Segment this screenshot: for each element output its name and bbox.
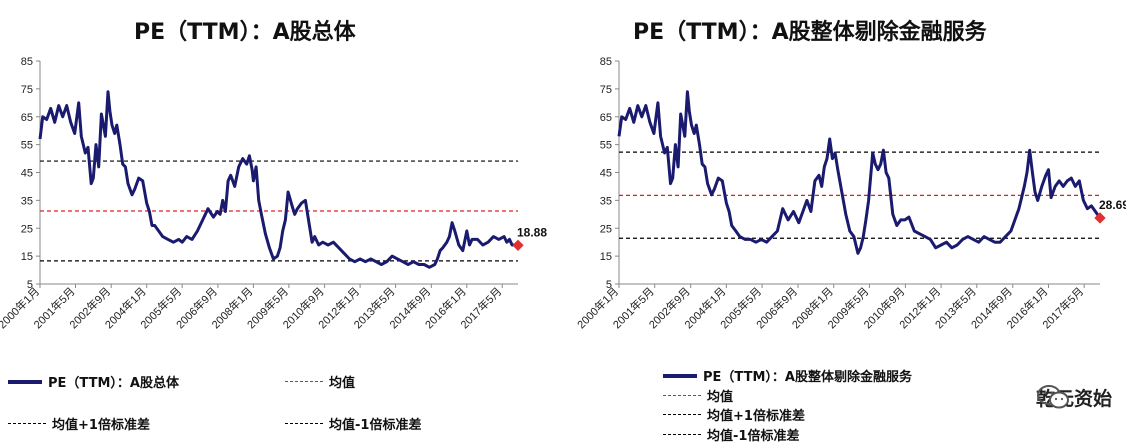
legend-swatch-red (285, 381, 323, 382)
chart-panel-right: PE（TTM）：A股整体剔除金融服务 85 75 65 55 45 35 25 15 5 2000… (563, 0, 1126, 447)
pe-chart-right: 857565554535251552000年1月2001年5月2002年9月20… (574, 56, 1126, 331)
legend-swatch-red (663, 395, 701, 396)
pe-series-line (617, 90, 1102, 255)
legend-label-mean: 均值 (329, 376, 356, 391)
legend-swatch-black (285, 423, 323, 424)
y-tick-label: 5 (606, 279, 612, 291)
y-tick-label: 85 (600, 56, 612, 68)
y-tick-label: 35 (600, 195, 612, 207)
last-value-marker (512, 239, 524, 251)
y-tick-label: 55 (21, 140, 33, 152)
legend-label-series: PE（TTM）：A股总体 (48, 376, 179, 391)
last-value-label: 18.88 (517, 225, 547, 239)
y-tick-label: 65 (600, 112, 612, 124)
y-tick-label: 75 (600, 84, 612, 96)
y-tick-label: 85 (21, 56, 33, 68)
chart-title-right: PE（TTM）：A股整体剔除金融服务 (633, 20, 987, 45)
legend-item-series: PE（TTM）：A股总体 (8, 372, 179, 391)
legend-label-upper: 均值+1倍标准差 (52, 418, 150, 433)
pe-chart-left: 857565554535251552000年1月2001年5月2002年9月20… (0, 56, 547, 331)
legend-label-lower: 均值-1倍标准差 (707, 429, 800, 444)
legend-label-series: PE（TTM）：A股整体剔除金融服务 (703, 370, 912, 385)
wechat-icon (1036, 385, 1069, 409)
y-tick-label: 15 (21, 251, 33, 263)
watermark: 乾元资始 (1036, 384, 1112, 411)
legend-item-lower: 均值-1倍标准差 (285, 414, 421, 433)
y-tick-label: 35 (21, 195, 33, 207)
legend-item-lower: 均值-1倍标准差 (663, 425, 799, 444)
legend-swatch-black (8, 423, 46, 424)
y-tick-label: 45 (21, 168, 33, 180)
legend-swatch-solid (8, 379, 42, 384)
y-tick-label: 65 (21, 112, 33, 124)
y-tick-label: 25 (21, 223, 33, 235)
legend-item-upper: 均值+1倍标准差 (663, 405, 805, 424)
legend-item-upper: 均值+1倍标准差 (8, 414, 150, 433)
legend-item-series: PE（TTM）：A股整体剔除金融服务 (663, 366, 912, 385)
legend-label-mean: 均值 (707, 390, 734, 405)
legend-label-lower: 均值-1倍标准差 (329, 418, 422, 433)
last-value-marker (1094, 212, 1106, 224)
legend-item-mean: 均值 (285, 372, 355, 391)
legend-item-mean: 均值 (663, 386, 733, 405)
pe-series-line (38, 90, 519, 269)
y-tick-label: 55 (600, 140, 612, 152)
y-tick-label: 25 (600, 223, 612, 235)
y-tick-label: 15 (600, 251, 612, 263)
legend-label-upper: 均值+1倍标准差 (707, 409, 805, 424)
y-tick-label: 75 (21, 84, 33, 96)
y-tick-label: 45 (600, 168, 612, 180)
chart-title-left: PE（TTM）：A股总体 (134, 20, 356, 45)
last-value-label: 28.69 (1099, 198, 1126, 212)
legend-swatch-solid (663, 373, 697, 378)
chart-panel-left: PE（TTM）：A股总体 85 75 65 55 45 35 25 15 5 2000年1月 200… (0, 0, 560, 447)
legend-swatch-black (663, 414, 701, 415)
legend-swatch-black (663, 434, 701, 435)
y-tick-label: 5 (27, 279, 33, 291)
